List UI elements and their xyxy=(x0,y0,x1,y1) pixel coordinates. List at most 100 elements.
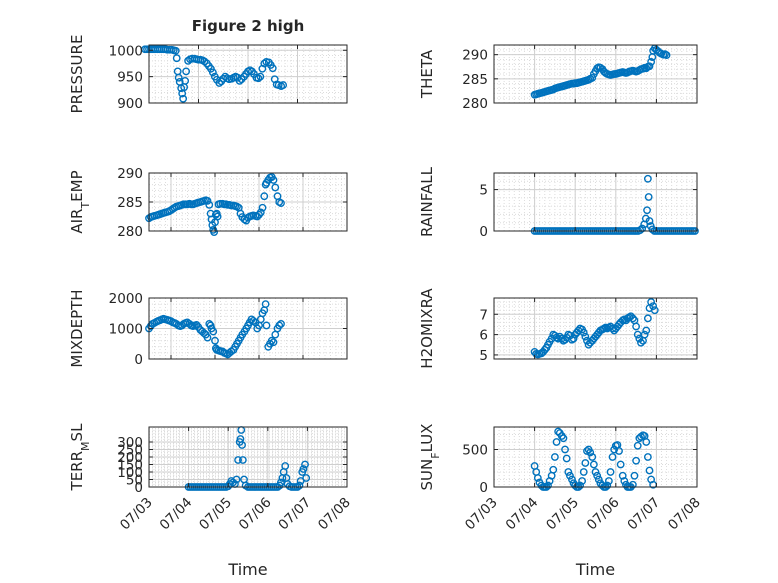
panel-air-temp-point-74 xyxy=(269,176,278,184)
panel-air-temp-ytick-label: 280 xyxy=(117,224,143,240)
panel-pressure: 900 950 1000 PRESSURE Figure 2 high xyxy=(68,17,348,113)
panel-sun-flux-point-67 xyxy=(643,453,652,461)
panel-h2omixra-point-58 xyxy=(628,314,637,323)
panel-h2omixra: 5 6 7 H2OMIXRA xyxy=(418,288,698,369)
panel-sun-flux-point-53 xyxy=(620,477,629,485)
panel-pressure-ytick-label: 950 xyxy=(117,70,143,86)
panel-theta-ytick-label: 280 xyxy=(462,96,488,112)
panel-sun-flux-point-11 xyxy=(549,465,558,474)
panel-air-temp: 280 285 290 AIRTEMP xyxy=(68,166,348,240)
panel-sun-flux-point-43 xyxy=(603,481,612,490)
panel-h2omixra-point-29 xyxy=(579,328,588,337)
panel-terr-msl-point-25 xyxy=(232,475,241,484)
panel-h2omixra-point-67 xyxy=(643,314,652,323)
panel-sun-flux-point-50 xyxy=(615,447,623,455)
panel-pressure-point-60 xyxy=(208,68,217,77)
panel-rainfall-point-58 xyxy=(644,193,653,201)
panel-sun-flux-point-20 xyxy=(564,468,573,476)
panel-h2omixra-minor-grid xyxy=(493,297,698,360)
panel-pressure-point-83 xyxy=(256,72,265,81)
panel-mixdepth-point-70 xyxy=(267,336,276,345)
panel-terr-msl-xtick-label-07-04: 07/04 xyxy=(157,495,196,534)
panel-h2omixra-point-66 xyxy=(642,326,651,335)
panel-h2omixra-ytick-label: 5 xyxy=(479,348,488,364)
panel-rainfall-point-53 xyxy=(638,224,647,233)
panel-terr-msl-ytick-label: 100 xyxy=(117,465,143,481)
panel-theta: 280 285 290 THETA xyxy=(418,44,698,112)
panel-terr-msl-point-54 xyxy=(281,462,290,470)
panel-mixdepth-ytick-label: 1000 xyxy=(109,322,143,338)
panel-pressure-point-37 xyxy=(171,46,180,55)
panel-theta-ytick-label: 285 xyxy=(462,72,488,88)
panel-pressure-point-47 xyxy=(182,67,191,76)
panel-sun-flux-xtick-label-07-08: 07/08 xyxy=(665,495,704,534)
panel-rainfall-ylabel: RAINFALL xyxy=(418,166,436,237)
panel-sun-flux-ytick-label: 500 xyxy=(462,443,488,459)
panel-air-temp-series xyxy=(145,173,285,237)
panel-sun-flux-point-37 xyxy=(593,471,602,480)
panel-theta-point-69 xyxy=(647,58,656,66)
panel-h2omixra-point-69 xyxy=(647,298,656,306)
panel-mixdepth-point-71 xyxy=(269,338,278,347)
panel-theta-axes-box xyxy=(493,44,698,104)
panel-theta-ytick-label: 290 xyxy=(462,48,488,64)
panel-sun-flux-axes-box xyxy=(493,426,698,488)
panel-h2omixra-point-30 xyxy=(581,332,590,341)
panel-terr-msl-point-66 xyxy=(301,460,309,469)
panel-sun-flux-point-34 xyxy=(588,453,597,461)
panel-mixdepth-point-32 xyxy=(203,333,212,342)
panel-pressure-point-94 xyxy=(279,81,288,89)
panel-terr-msl-xtick-label-07-03: 07/03 xyxy=(117,495,156,534)
panel-sun-flux-xtick-label-07-03: 07/03 xyxy=(462,495,501,534)
panel-sun-flux-point-35 xyxy=(589,460,598,469)
panel-air-temp-point-42 xyxy=(213,212,222,221)
panel-terr-msl-xtick-label-07-08: 07/08 xyxy=(315,495,354,534)
panel-h2omixra-point-23 xyxy=(569,334,578,343)
panel-mixdepth-point-36 xyxy=(209,327,218,336)
panel-pressure-point-40 xyxy=(174,73,183,82)
panel-terr-msl-ytick-label: 250 xyxy=(117,443,143,459)
panel-h2omixra-point-70 xyxy=(649,302,658,311)
panel-sun-flux-xtick-label-07-04: 07/04 xyxy=(503,495,542,534)
panel-h2omixra-point-71 xyxy=(650,306,659,315)
panel-air-temp-ytick-label: 285 xyxy=(117,195,143,211)
panel-rainfall-point-56 xyxy=(643,206,651,215)
panel-mixdepth-point-74 xyxy=(275,321,284,330)
panel-pressure-point-89 xyxy=(268,64,277,73)
panel-terr-msl-point-67 xyxy=(302,474,311,482)
panel-theta-ylabel: THETA xyxy=(418,49,436,99)
panel-sun-flux-point-28 xyxy=(578,477,587,485)
panel-sun-flux-point-59 xyxy=(630,471,639,480)
panel-sun-flux-point-58 xyxy=(628,480,637,489)
panel-sun-flux-point-30 xyxy=(581,459,590,467)
panel-sun-flux-point-52 xyxy=(618,471,627,480)
panel-sun-flux-point-60 xyxy=(632,456,640,465)
panel-sun-flux-point-51 xyxy=(616,460,625,469)
panel-sun-flux-point-12 xyxy=(551,453,559,461)
panel-pressure-point-38 xyxy=(172,54,181,63)
panel-rainfall-point-59 xyxy=(645,217,654,225)
panel-theta-point-68 xyxy=(645,62,654,71)
panel-h2omixra-point-63 xyxy=(637,338,645,347)
panel-h2omixra-axes-box xyxy=(493,297,698,360)
panel-air-temp-point-32 xyxy=(203,196,212,205)
panel-sun-flux-point-21 xyxy=(566,471,574,480)
panel-terr-msl-point-31 xyxy=(238,456,247,464)
panel-air-temp-point-67 xyxy=(258,203,267,212)
panel-h2omixra-point-60 xyxy=(632,322,640,331)
panel-h2omixra-series xyxy=(530,298,659,359)
panel-sun-flux-point-18 xyxy=(561,445,569,454)
panel-h2omixra-ylabel: H2OMIXRA xyxy=(418,288,436,369)
panel-terr-msl-point-65 xyxy=(299,465,308,473)
panel-air-temp-point-66 xyxy=(256,208,265,217)
panel-pressure-ytick-label: 900 xyxy=(117,96,143,112)
panel-sun-flux-point-29 xyxy=(579,468,588,476)
panel-sun-flux-point-19 xyxy=(562,454,571,463)
panel-sun-flux: 0 500 07/03 07/04 07/05 07/06 07/07 07/08 SUNFLU… xyxy=(418,424,704,579)
panel-air-temp-point-38 xyxy=(210,228,219,237)
panel-mixdepth-ytick-label: 0 xyxy=(134,352,143,368)
panel-sun-flux-point-38 xyxy=(594,475,603,484)
panel-terr-msl-ytick-label: 300 xyxy=(117,435,143,451)
